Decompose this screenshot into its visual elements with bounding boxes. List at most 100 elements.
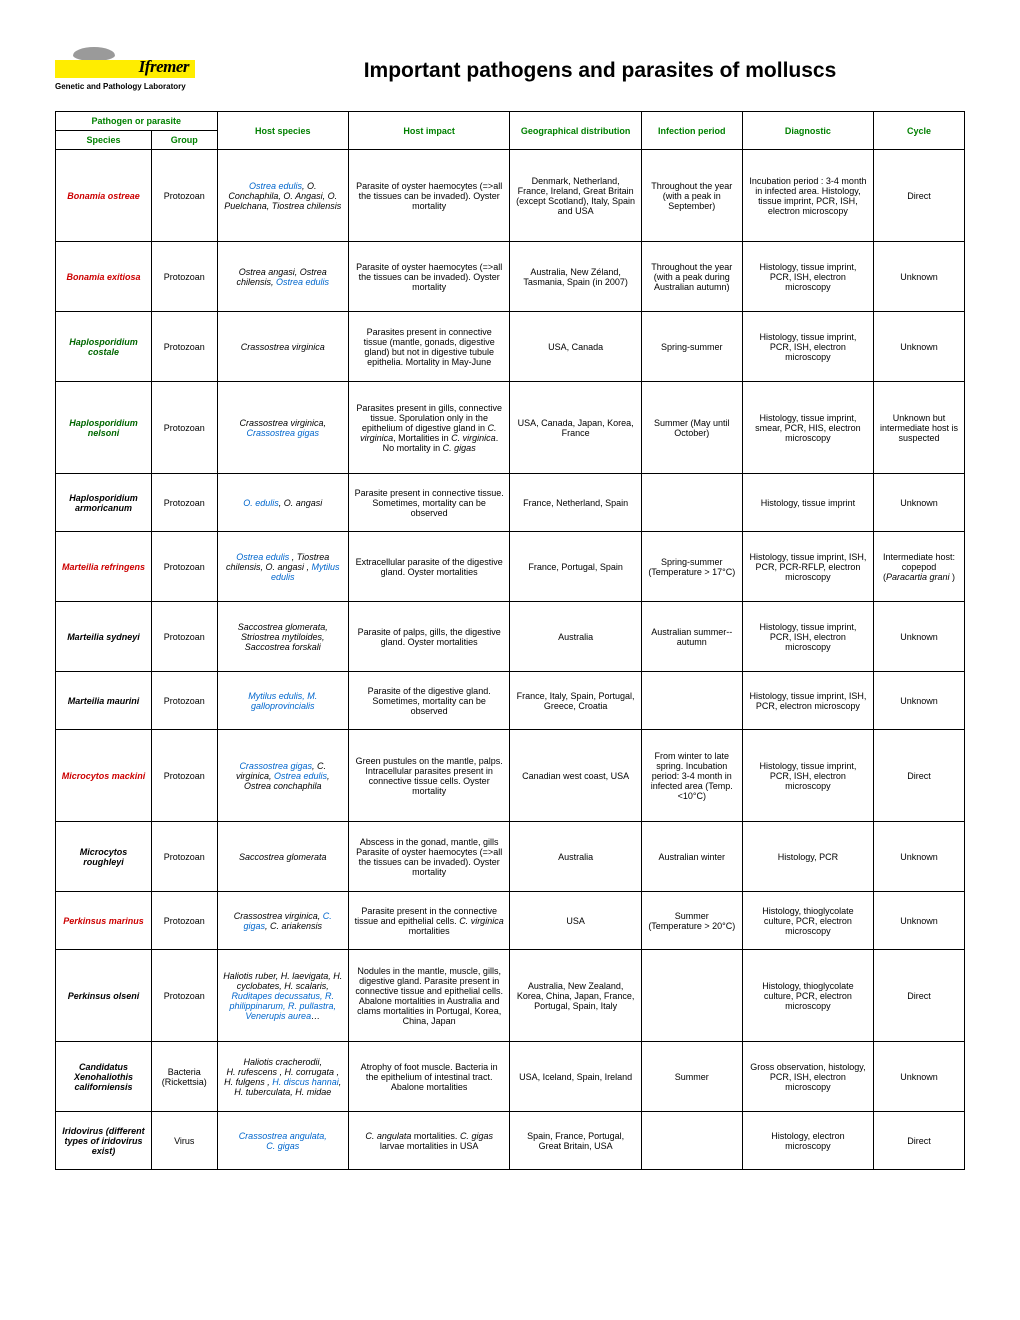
- cell-diagnostic: Histology, PCR: [742, 822, 873, 892]
- cell-geo: Denmark, Netherland, France, Ireland, Gr…: [510, 150, 641, 242]
- cell-diagnostic: Histology, thioglycolate culture, PCR, e…: [742, 950, 873, 1042]
- cell-host-impact: Abscess in the gonad, mantle, gills Para…: [348, 822, 510, 892]
- cell-period: Summer: [641, 1042, 742, 1112]
- cell-period: Summer (May until October): [641, 382, 742, 474]
- table-row: Microcytos roughleyiProtozoanSaccostrea …: [56, 822, 965, 892]
- cell-cycle: Unknown but intermediate host is suspect…: [874, 382, 965, 474]
- cell-host-impact: Parasite of palps, gills, the digestive …: [348, 602, 510, 672]
- cell-cycle: Unknown: [874, 474, 965, 532]
- cell-diagnostic: Histology, tissue imprint, PCR, ISH, ele…: [742, 312, 873, 382]
- cell-geo: Australia, New Zéland, Tasmania, Spain (…: [510, 242, 641, 312]
- cell-species: Bonamia exitiosa: [56, 242, 152, 312]
- cell-diagnostic: Histology, tissue imprint, ISH, PCR, ele…: [742, 672, 873, 730]
- table-row: Haplosporidium armoricanumProtozoanO. ed…: [56, 474, 965, 532]
- cell-geo: USA: [510, 892, 641, 950]
- page-header: Ifremer Genetic and Pathology Laboratory…: [55, 50, 965, 91]
- cell-cycle: Unknown: [874, 602, 965, 672]
- ifremer-logo: Ifremer: [55, 50, 195, 78]
- cell-cycle: Unknown: [874, 242, 965, 312]
- cell-group: Protozoan: [151, 474, 217, 532]
- cell-geo: Australia: [510, 602, 641, 672]
- cell-geo: Australia: [510, 822, 641, 892]
- cell-cycle: Direct: [874, 950, 965, 1042]
- cell-group: Protozoan: [151, 382, 217, 474]
- table-row: Marteilia refringensProtozoanOstrea edul…: [56, 532, 965, 602]
- cell-host-impact: Parasite of oyster haemocytes (=>all the…: [348, 150, 510, 242]
- logo-subline: Genetic and Pathology Laboratory: [55, 82, 235, 91]
- cell-group: Bacteria (Rickettsia): [151, 1042, 217, 1112]
- col-host-species: Host species: [217, 112, 348, 150]
- cell-host-impact: Parasites present in connective tissue (…: [348, 312, 510, 382]
- cell-host-impact: Parasite of oyster haemocytes (=>all the…: [348, 242, 510, 312]
- cell-period: Spring-summer (Temperature > 17°C): [641, 532, 742, 602]
- pathogen-table: Pathogen or parasite Host species Host i…: [55, 111, 965, 1170]
- cell-geo: France, Netherland, Spain: [510, 474, 641, 532]
- cell-host-impact: Parasites present in gills, connective t…: [348, 382, 510, 474]
- table-row: Marteilia sydneyiProtozoanSaccostrea glo…: [56, 602, 965, 672]
- table-head: Pathogen or parasite Host species Host i…: [56, 112, 965, 150]
- cell-species: Haplosporidium costale: [56, 312, 152, 382]
- cell-species: Bonamia ostreae: [56, 150, 152, 242]
- col-pathogen: Pathogen or parasite: [56, 112, 218, 131]
- col-group: Group: [151, 131, 217, 150]
- cell-cycle: Unknown: [874, 822, 965, 892]
- cell-species: Marteilia maurini: [56, 672, 152, 730]
- cell-geo: USA, Iceland, Spain, Ireland: [510, 1042, 641, 1112]
- cell-host-species: Crassostrea virginica: [217, 312, 348, 382]
- cell-period: From winter to late spring. Incubation p…: [641, 730, 742, 822]
- cell-diagnostic: Histology, tissue imprint, PCR, ISH, ele…: [742, 242, 873, 312]
- page-title: Important pathogens and parasites of mol…: [235, 59, 965, 83]
- cell-diagnostic: Gross observation, histology, PCR, ISH, …: [742, 1042, 873, 1112]
- cell-diagnostic: Incubation period : 3-4 month in infecte…: [742, 150, 873, 242]
- cell-host-species: Ostrea edulis, O. Conchaphila, O. Angasi…: [217, 150, 348, 242]
- cell-group: Protozoan: [151, 892, 217, 950]
- col-diagnostic: Diagnostic: [742, 112, 873, 150]
- cell-host-impact: Nodules in the mantle, muscle, gills, di…: [348, 950, 510, 1042]
- table-row: Haplosporidium costaleProtozoanCrassostr…: [56, 312, 965, 382]
- cell-diagnostic: Histology, tissue imprint: [742, 474, 873, 532]
- cell-species: Perkinsus olseni: [56, 950, 152, 1042]
- cell-cycle: Unknown: [874, 672, 965, 730]
- cell-species: Candidatus Xenohaliothis californiensis: [56, 1042, 152, 1112]
- cell-group: Protozoan: [151, 242, 217, 312]
- cell-group: Protozoan: [151, 150, 217, 242]
- cell-group: Protozoan: [151, 312, 217, 382]
- cell-group: Protozoan: [151, 730, 217, 822]
- cell-species: Perkinsus marinus: [56, 892, 152, 950]
- table-row: Perkinsus marinusProtozoanCrassostrea vi…: [56, 892, 965, 950]
- cell-species: Microcytos roughleyi: [56, 822, 152, 892]
- cell-host-species: O. edulis, O. angasi: [217, 474, 348, 532]
- cell-geo: USA, Canada, Japan, Korea, France: [510, 382, 641, 474]
- cell-species: Marteilia sydneyi: [56, 602, 152, 672]
- cell-geo: France, Italy, Spain, Portugal, Greece, …: [510, 672, 641, 730]
- cell-host-impact: Parasite of the digestive gland. Sometim…: [348, 672, 510, 730]
- cell-period: Throughout the year (with a peak in Sept…: [641, 150, 742, 242]
- cell-species: Iridovirus (different types of iridoviru…: [56, 1112, 152, 1170]
- cell-host-impact: Atrophy of foot muscle. Bacteria in the …: [348, 1042, 510, 1112]
- cell-host-impact: C. angulata mortalities. C. gigas larvae…: [348, 1112, 510, 1170]
- cell-species: Microcytos mackini: [56, 730, 152, 822]
- cell-host-species: Crassostrea gigas, C. virginica, Ostrea …: [217, 730, 348, 822]
- cell-period: Australian winter: [641, 822, 742, 892]
- cell-cycle: Direct: [874, 150, 965, 242]
- table-body: Bonamia ostreaeProtozoanOstrea edulis, O…: [56, 150, 965, 1170]
- cell-host-species: Saccostrea glomerata, Striostrea mytiloi…: [217, 602, 348, 672]
- table-row: Microcytos mackiniProtozoanCrassostrea g…: [56, 730, 965, 822]
- page: Ifremer Genetic and Pathology Laboratory…: [0, 0, 1020, 1210]
- table-row: Perkinsus olseniProtozoanHaliotis ruber,…: [56, 950, 965, 1042]
- cell-geo: Spain, France, Portugal, Great Britain, …: [510, 1112, 641, 1170]
- table-row: Bonamia ostreaeProtozoanOstrea edulis, O…: [56, 150, 965, 242]
- cell-host-species: Ostrea edulis , Tiostrea chilensis, O. a…: [217, 532, 348, 602]
- cell-host-species: Crassostrea virginica, C. gigas, C. aria…: [217, 892, 348, 950]
- table-row: Bonamia exitiosaProtozoanOstrea angasi, …: [56, 242, 965, 312]
- cell-geo: USA, Canada: [510, 312, 641, 382]
- cell-group: Protozoan: [151, 950, 217, 1042]
- cell-period: [641, 950, 742, 1042]
- cell-geo: Canadian west coast, USA: [510, 730, 641, 822]
- cell-host-species: Ostrea angasi, Ostrea chilensis, Ostrea …: [217, 242, 348, 312]
- cell-diagnostic: Histology, tissue imprint, PCR, ISH, ele…: [742, 602, 873, 672]
- cell-diagnostic: Histology, thioglycolate culture, PCR, e…: [742, 892, 873, 950]
- cell-cycle: Unknown: [874, 892, 965, 950]
- table-row: Marteilia mauriniProtozoanMytilus edulis…: [56, 672, 965, 730]
- title-block: Important pathogens and parasites of mol…: [235, 59, 965, 83]
